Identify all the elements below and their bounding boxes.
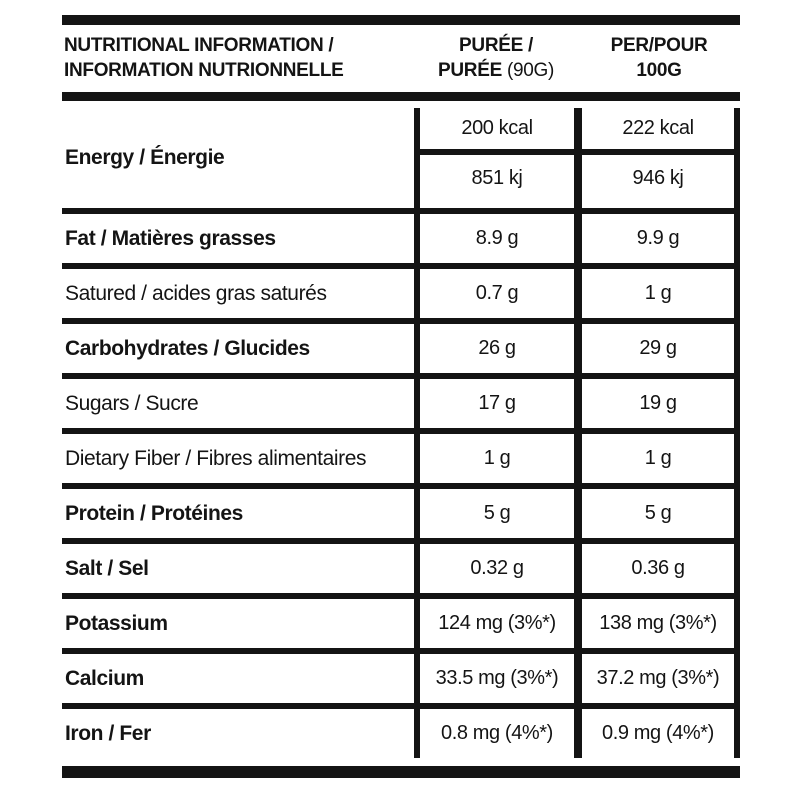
bottom-rule xyxy=(62,766,740,779)
energy-per100-cell: 222 kcal 946 kj xyxy=(578,108,740,209)
calcium-per100-value: 37.2 mg (3%*) xyxy=(578,654,740,704)
header-col-nutritional: NUTRITIONAL INFORMATION / INFORMATION NU… xyxy=(62,33,414,83)
header-puree-word: PURÉE xyxy=(437,60,502,82)
header-nutritional-line2: INFORMATION NUTRIONNELLE xyxy=(64,60,344,82)
sugars-label: Sugars / Sucre xyxy=(65,391,199,415)
saturated-fat-label: Satured / acides gras saturés xyxy=(65,281,327,305)
energy-label: Energy / Énergie xyxy=(65,146,225,170)
header-per100-line2: 100G xyxy=(636,60,682,82)
row-dietary-fiber: Dietary Fiber / Fibres alimentaires 1 g … xyxy=(62,434,740,490)
salt-per100-value: 0.36 g xyxy=(578,544,740,594)
footer-gap xyxy=(62,758,740,766)
header-puree-line1: PURÉE / xyxy=(459,35,533,56)
iron-per100-value: 0.9 mg (4%*) xyxy=(578,709,740,759)
header-col-puree: PURÉE / PURÉE (90G) xyxy=(414,33,578,83)
iron-puree-value: 0.8 mg (4%*) xyxy=(414,709,578,759)
potassium-per100-value: 138 mg (3%*) xyxy=(578,599,740,649)
row-protein: Protein / Protéines 5 g 5 g xyxy=(62,489,740,545)
protein-label: Protein / Protéines xyxy=(65,501,243,525)
carbohydrates-per100-value: 29 g xyxy=(578,324,740,374)
potassium-label: Potassium xyxy=(65,611,168,635)
fat-puree-value: 8.9 g xyxy=(414,214,578,264)
row-calcium: Calcium 33.5 mg (3%*) 37.2 mg (3%*) xyxy=(62,654,740,710)
header-col-per100: PER/POUR 100G xyxy=(578,33,740,83)
dietary-fiber-label: Dietary Fiber / Fibres alimentaires xyxy=(65,446,367,470)
header-nutritional-line1: NUTRITIONAL INFORMATION / xyxy=(64,35,334,56)
header-puree-serving: (90G) xyxy=(506,60,555,82)
row-saturated-fat: Satured / acides gras saturés 0.7 g 1 g xyxy=(62,269,740,325)
dietary-fiber-per100-value: 1 g xyxy=(578,434,740,484)
energy-puree-kcal-value: 200 kcal xyxy=(420,108,574,156)
row-energy: Energy / Énergie 200 kcal 851 kj 222 kca… xyxy=(62,108,740,215)
energy-puree-cell: 200 kcal 851 kj xyxy=(414,108,578,209)
iron-label: Iron / Fer xyxy=(65,721,151,745)
row-salt: Salt / Sel 0.32 g 0.36 g xyxy=(62,544,740,600)
energy-per100-kcal-value: 222 kcal xyxy=(582,108,734,156)
header-puree-line2: PURÉE (90G) xyxy=(414,58,578,83)
header-rule xyxy=(62,92,740,102)
energy-per100-kj-value: 946 kj xyxy=(632,167,684,190)
table-header: NUTRITIONAL INFORMATION / INFORMATION NU… xyxy=(62,25,740,92)
saturated-fat-puree-value: 0.7 g xyxy=(414,269,578,319)
nutrition-table: NUTRITIONAL INFORMATION / INFORMATION NU… xyxy=(62,15,740,779)
dietary-fiber-puree-value: 1 g xyxy=(414,434,578,484)
header-per100-line1: PER/POUR xyxy=(610,35,708,56)
energy-puree-kj-value: 851 kj xyxy=(471,167,523,190)
sugars-per100-value: 19 g xyxy=(578,379,740,429)
top-rule xyxy=(62,15,740,25)
saturated-fat-per100-value: 1 g xyxy=(578,269,740,319)
carbohydrates-label: Carbohydrates / Glucides xyxy=(65,336,310,360)
row-fat: Fat / Matières grasses 8.9 g 9.9 g xyxy=(62,214,740,270)
fat-label: Fat / Matières grasses xyxy=(65,226,276,250)
potassium-puree-value: 124 mg (3%*) xyxy=(414,599,578,649)
salt-puree-value: 0.32 g xyxy=(414,544,578,594)
protein-per100-value: 5 g xyxy=(578,489,740,539)
carbohydrates-puree-value: 26 g xyxy=(414,324,578,374)
protein-puree-value: 5 g xyxy=(414,489,578,539)
sugars-puree-value: 17 g xyxy=(414,379,578,429)
fat-per100-value: 9.9 g xyxy=(578,214,740,264)
row-carbohydrates: Carbohydrates / Glucides 26 g 29 g xyxy=(62,324,740,380)
row-sugars: Sugars / Sucre 17 g 19 g xyxy=(62,379,740,435)
header-gap xyxy=(62,101,740,108)
row-iron: Iron / Fer 0.8 mg (4%*) 0.9 mg (4%*) xyxy=(62,709,740,759)
calcium-label: Calcium xyxy=(65,666,144,690)
row-potassium: Potassium 124 mg (3%*) 138 mg (3%*) xyxy=(62,599,740,655)
salt-label: Salt / Sel xyxy=(65,556,149,580)
calcium-puree-value: 33.5 mg (3%*) xyxy=(414,654,578,704)
